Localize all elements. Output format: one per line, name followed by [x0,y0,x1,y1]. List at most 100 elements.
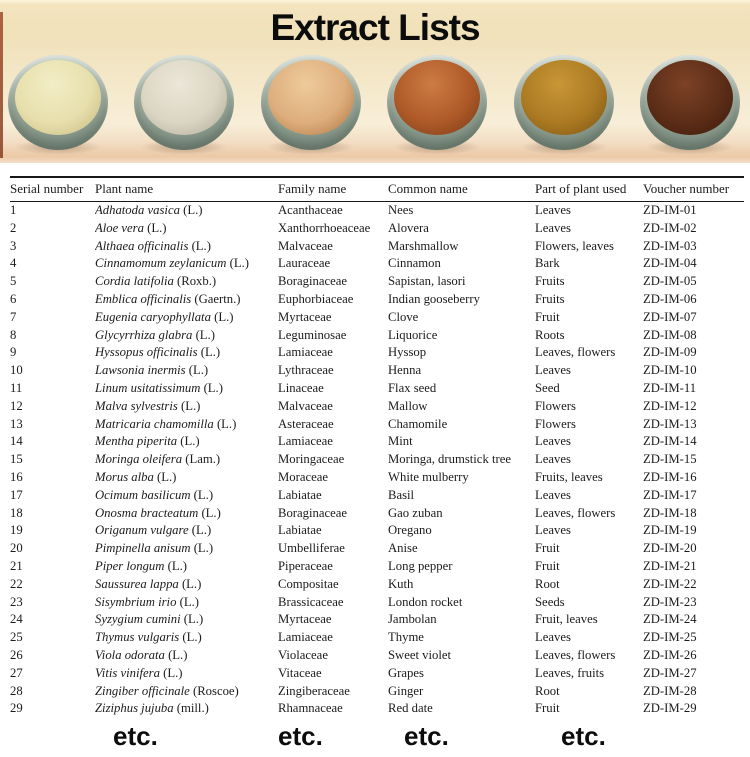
plant-binomial: Glycyrrhiza glabra [95,327,193,342]
plant-authority: (mill.) [173,701,209,716]
common-cell: Long pepper [388,558,453,573]
voucher-cell: ZD-IM-06 [643,291,697,306]
part-cell: Root [535,683,560,698]
part-cell: Seeds [535,594,565,609]
plant-authority: (L.) [213,416,237,431]
part-cell: Leaves [535,220,571,235]
plant-cell: Zingiber officinale (Roscoe) [95,683,278,701]
voucher-cell: ZD-IM-16 [643,469,697,484]
family-cell: Violaceae [278,647,328,662]
voucher-cell: ZD-IM-15 [643,452,697,467]
common-cell: Thyme [388,630,424,645]
plant-cell: Pimpinella anisum (L.) [95,540,278,558]
family-cell: Brassicaceae [278,594,344,609]
voucher-cell: ZD-IM-18 [643,505,697,520]
plant-binomial: Onosma bracteatum [95,505,199,520]
voucher-cell: ZD-IM-11 [643,380,697,395]
table-row: 13 Matricaria chamomilla (L.) Asteraceae Ch… [10,416,744,434]
common-cell: Liquorice [388,327,438,342]
plant-authority: (Lam.) [182,452,221,467]
plant-cell: Origanum vulgare (L.) [95,522,278,540]
part-cell: Fruits, leaves [535,469,603,484]
plant-authority: (Roxb.) [173,274,217,289]
photo-edge-strip [0,12,3,158]
plant-cell: Onosma bracteatum (L.) [95,505,278,523]
plant-authority: (L.) [179,630,202,645]
part-cell: Leaves, flowers [535,345,616,360]
serial-cell: 2 [10,220,17,235]
plant-authority: (L.) [153,469,177,484]
voucher-cell: ZD-IM-28 [643,683,697,698]
serial-cell: 23 [10,594,23,609]
part-cell: Leaves [535,487,571,502]
common-cell: Marshmallow [388,238,459,253]
voucher-cell: ZD-IM-23 [643,594,697,609]
plant-cell: Morus alba (L.) [95,469,278,487]
part-cell: Fruit [535,701,560,716]
common-cell: Gao zuban [388,505,443,520]
family-cell: Rhamnaceae [278,701,343,716]
plant-cell: Thymus vulgaris (L.) [95,629,278,647]
common-cell: Alovera [388,220,429,235]
plant-authority: (L.) [177,434,200,449]
common-cell: Ginger [388,683,424,698]
col-header-voucher-number: Voucher number [643,176,744,202]
table-row: 12 Malva sylvestris (L.) Malvaceae Mallow Fl… [10,398,744,416]
common-cell: White mulberry [388,469,469,484]
light-tan-powder [267,60,354,135]
plant-cell: Glycyrrhiza glabra (L.) [95,327,278,345]
plant-cell: Malva sylvestris (L.) [95,398,278,416]
plant-cell: Mentha piperita (L.) [95,433,278,451]
voucher-cell: ZD-IM-19 [643,523,697,538]
common-cell: Mint [388,434,413,449]
voucher-cell: ZD-IM-01 [643,203,697,217]
part-cell: Fruits [535,274,565,289]
common-cell: Henna [388,363,422,378]
plant-authority: (L.) [198,505,221,520]
extract-bowl-1-pale-yellow-powder [8,55,108,155]
golden-ochre-powder [520,60,607,135]
extracts-table: Serial number Plant name Family name Com… [10,176,744,757]
extract-bowl-5-golden-ochre-powder [513,55,614,155]
part-cell: Leaves, fruits [535,665,605,680]
voucher-cell: ZD-IM-20 [643,541,697,556]
common-cell: Chamomile [388,416,448,431]
serial-cell: 20 [10,541,23,556]
family-cell: Labiatae [278,487,322,502]
serial-cell: 26 [10,647,23,662]
plant-binomial: Althaea officinalis [95,238,189,253]
family-cell: Malvaceae [278,398,333,413]
plant-authority: (L.) [143,220,167,235]
plant-cell: Adhatoda vasica (L.) [95,202,278,220]
extracts-photo: Extract Lists [0,0,750,163]
voucher-cell: ZD-IM-03 [643,238,697,253]
part-cell: Leaves, flowers [535,647,616,662]
family-cell: Vitaceae [278,665,322,680]
off-white-powder [141,60,228,135]
serial-cell: 21 [10,558,23,573]
table-row: 20 Pimpinella anisum (L.) Umbelliferae Anis… [10,540,744,558]
extract-bowl-6-dark-brown-powder [639,55,740,155]
family-cell: Leguminosae [278,327,347,342]
plant-binomial: Morus alba [95,469,154,484]
family-cell: Lamiaceae [278,630,333,645]
table-body: 1 Adhatoda vasica (L.) Acanthaceae Nees Leav… [10,202,744,719]
voucher-cell: ZD-IM-09 [643,345,697,360]
part-cell: Leaves [535,363,571,378]
voucher-cell: ZD-IM-24 [643,612,697,627]
plant-binomial: Malva sylvestris [95,398,178,413]
common-cell: Sapistan, lasori [388,274,466,289]
common-cell: Kuth [388,576,414,591]
plant-authority: (Roscoe) [189,683,239,698]
table-row: 4 Cinnamomum zeylanicum (L.) Lauraceae Cinn… [10,255,744,273]
plant-cell: Piper longum (L.) [95,558,278,576]
common-cell: Nees [388,203,414,217]
table-row: 24 Syzygium cumini (L.) Myrtaceae Jambolan F… [10,611,744,629]
serial-cell: 25 [10,630,23,645]
plant-binomial: Emblica officinalis [95,291,192,306]
etc-empty-voucher [643,718,744,757]
common-cell: Basil [388,487,415,502]
table-row: 26 Viola odorata (L.) Violaceae Sweet viole… [10,647,744,665]
family-cell: Piperaceae [278,558,333,573]
plant-cell: Moringa oleifera (Lam.) [95,451,278,469]
